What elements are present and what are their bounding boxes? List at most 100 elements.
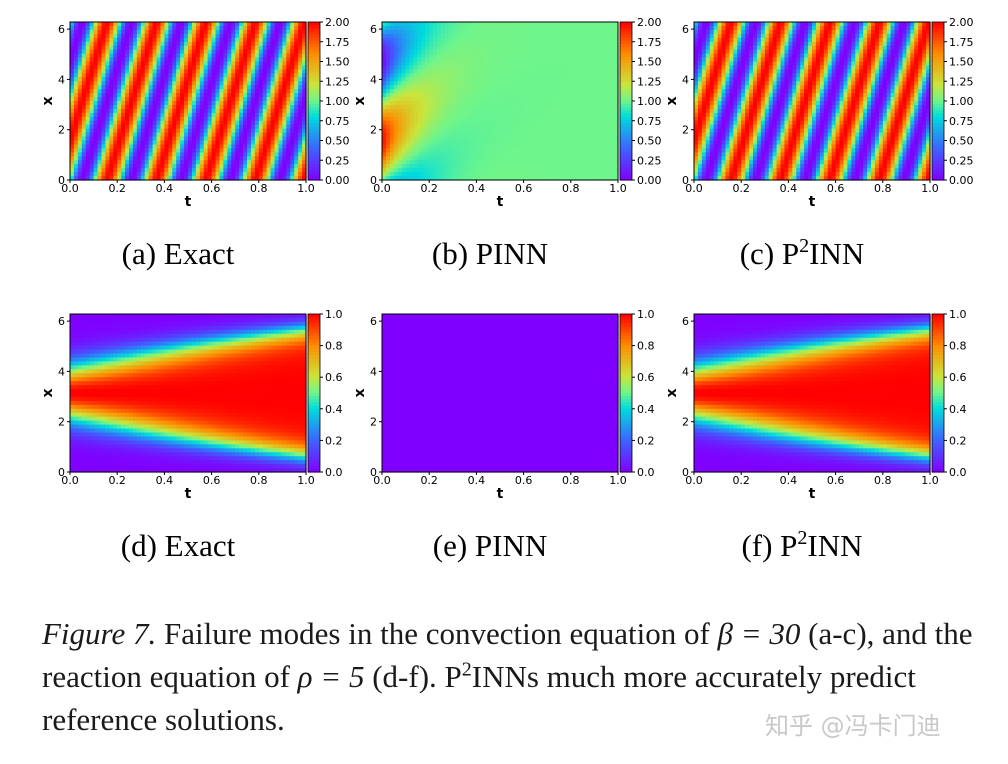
colorbar-d bbox=[308, 314, 320, 473]
y-tick-label: 0 bbox=[682, 174, 689, 187]
caption-beta: β = 30 bbox=[718, 616, 801, 651]
colorbar-tick-label: 1.0 bbox=[637, 308, 655, 321]
y-tick-label: 2 bbox=[370, 416, 377, 429]
y-tick-label: 2 bbox=[58, 416, 65, 429]
colorbar-tick-label: 1.0 bbox=[325, 308, 343, 321]
colorbar-tick-label: 0.00 bbox=[949, 174, 974, 187]
x-tick-label: 0.4 bbox=[156, 182, 174, 195]
y-axis-label: x bbox=[40, 96, 56, 105]
x-axis-label: t bbox=[185, 486, 192, 502]
panel-caption-b: (b) PINN bbox=[432, 236, 548, 271]
y-tick-label: 6 bbox=[682, 23, 689, 36]
x-tick-label: 1.0 bbox=[297, 182, 315, 195]
x-tick-label: 0.2 bbox=[420, 474, 438, 487]
x-tick-label: 1.0 bbox=[609, 182, 627, 195]
colorbar-tick-label: 0.6 bbox=[637, 371, 655, 384]
y-tick-label: 2 bbox=[58, 124, 65, 137]
colorbar-tick-label: 1.50 bbox=[325, 56, 350, 69]
y-tick-label: 2 bbox=[682, 124, 689, 137]
y-tick-label: 4 bbox=[370, 365, 377, 378]
x-tick-label: 0.8 bbox=[250, 182, 268, 195]
x-tick-label: 0.2 bbox=[732, 182, 750, 195]
colorbar-tick-label: 0.0 bbox=[949, 466, 967, 479]
x-tick-label: 0.4 bbox=[156, 474, 174, 487]
colorbar-tick-label: 0.2 bbox=[637, 434, 655, 447]
colorbar-tick-label: 1.0 bbox=[949, 308, 967, 321]
y-tick-label: 6 bbox=[58, 315, 65, 328]
panel-caption-f: (f) P2INN bbox=[741, 527, 862, 563]
colorbar-b bbox=[620, 22, 632, 181]
y-tick-label: 0 bbox=[58, 466, 65, 479]
x-tick-label: 0.4 bbox=[468, 474, 486, 487]
y-tick-label: 6 bbox=[682, 315, 689, 328]
x-tick-label: 0.6 bbox=[203, 474, 221, 487]
colorbar-tick-label: 1.50 bbox=[949, 56, 974, 69]
caption-text-1: Failure modes in the convection equation… bbox=[156, 616, 717, 651]
colorbar-tick-label: 0.2 bbox=[949, 434, 967, 447]
x-tick-label: 1.0 bbox=[921, 474, 939, 487]
y-tick-label: 4 bbox=[682, 73, 689, 86]
panel-a: 0.0 0.2 0.4 0.6 0.8 1.00246tx2.001.751.501.25… bbox=[40, 16, 350, 271]
colorbar-tick-label: 0.4 bbox=[325, 403, 343, 416]
x-tick-label: 0.6 bbox=[827, 474, 845, 487]
x-axis-label: t bbox=[185, 194, 192, 210]
colorbar-tick-label: 1.25 bbox=[949, 75, 974, 88]
colorbar-tick-label: 0.00 bbox=[325, 174, 350, 187]
x-tick-label: 1.0 bbox=[609, 474, 627, 487]
y-tick-label: 6 bbox=[58, 23, 65, 36]
caption-superscript: 2 bbox=[462, 659, 472, 681]
colorbar-tick-label: 0.8 bbox=[325, 340, 343, 353]
caption-figure-label: Figure 7. bbox=[42, 616, 156, 651]
x-tick-label: 0.8 bbox=[562, 182, 580, 195]
colorbar-f bbox=[932, 314, 944, 473]
x-tick-label: 0.6 bbox=[203, 182, 221, 195]
colorbar-tick-label: 0.00 bbox=[637, 174, 662, 187]
y-tick-label: 6 bbox=[370, 23, 377, 36]
colorbar-tick-label: 0.4 bbox=[637, 403, 655, 416]
colorbar-tick-label: 1.50 bbox=[637, 56, 662, 69]
colorbar-tick-label: 2.00 bbox=[325, 16, 350, 29]
x-tick-label: 0.4 bbox=[780, 474, 798, 487]
x-tick-label: 0.4 bbox=[780, 182, 798, 195]
x-axis-label: t bbox=[809, 194, 816, 210]
colorbar-tick-label: 0.0 bbox=[325, 466, 343, 479]
panel-caption-a: (a) Exact bbox=[122, 236, 235, 271]
colorbar-tick-label: 1.00 bbox=[325, 95, 350, 108]
y-tick-label: 6 bbox=[370, 315, 377, 328]
colorbar-tick-label: 0.6 bbox=[949, 371, 967, 384]
panel-f: 0.0 0.2 0.4 0.6 0.8 1.00246tx1.00.80.60.40.20… bbox=[664, 308, 967, 563]
y-tick-label: 4 bbox=[682, 365, 689, 378]
colorbar-tick-label: 0.4 bbox=[949, 403, 967, 416]
y-axis-label: x bbox=[664, 388, 680, 397]
x-axis-label: t bbox=[497, 486, 504, 502]
colorbar-tick-label: 1.75 bbox=[637, 36, 662, 49]
colorbar-tick-label: 2.00 bbox=[637, 16, 662, 29]
panel-c: 0.0 0.2 0.4 0.6 0.8 1.00246tx2.001.751.501.25… bbox=[664, 16, 974, 271]
panel-caption-e: (e) PINN bbox=[433, 528, 548, 563]
x-tick-label: 1.0 bbox=[921, 182, 939, 195]
colorbar-tick-label: 1.25 bbox=[637, 75, 662, 88]
panel-e: 0.0 0.2 0.4 0.6 0.8 1.00246tx1.00.80.60.40.20… bbox=[352, 308, 655, 563]
x-tick-label: 1.0 bbox=[297, 474, 315, 487]
colorbar-c bbox=[932, 22, 944, 181]
heatmap-e bbox=[382, 314, 619, 473]
colorbar-tick-label: 1.00 bbox=[637, 95, 662, 108]
colorbar-tick-label: 2.00 bbox=[949, 16, 974, 29]
colorbar-tick-label: 0.8 bbox=[949, 340, 967, 353]
y-axis-label: x bbox=[40, 388, 56, 397]
heatmap-a bbox=[70, 22, 307, 181]
figure-panels: 0.0 0.2 0.4 0.6 0.8 1.00246tx2.001.751.501.25… bbox=[0, 0, 1008, 600]
y-tick-label: 2 bbox=[682, 416, 689, 429]
colorbar-tick-label: 0.50 bbox=[637, 135, 662, 148]
x-tick-label: 0.6 bbox=[827, 182, 845, 195]
colorbar-tick-label: 0.0 bbox=[637, 466, 655, 479]
colorbar-tick-label: 0.50 bbox=[949, 135, 974, 148]
x-tick-label: 0.6 bbox=[515, 474, 533, 487]
colorbar-e bbox=[620, 314, 632, 473]
x-tick-label: 0.2 bbox=[108, 182, 126, 195]
panel-b: 0.0 0.2 0.4 0.6 0.8 1.00246tx2.001.751.501.25… bbox=[352, 16, 662, 271]
heatmap-b bbox=[382, 22, 619, 181]
y-tick-label: 0 bbox=[58, 174, 65, 187]
y-axis-label: x bbox=[352, 96, 368, 105]
colorbar-tick-label: 0.50 bbox=[325, 135, 350, 148]
